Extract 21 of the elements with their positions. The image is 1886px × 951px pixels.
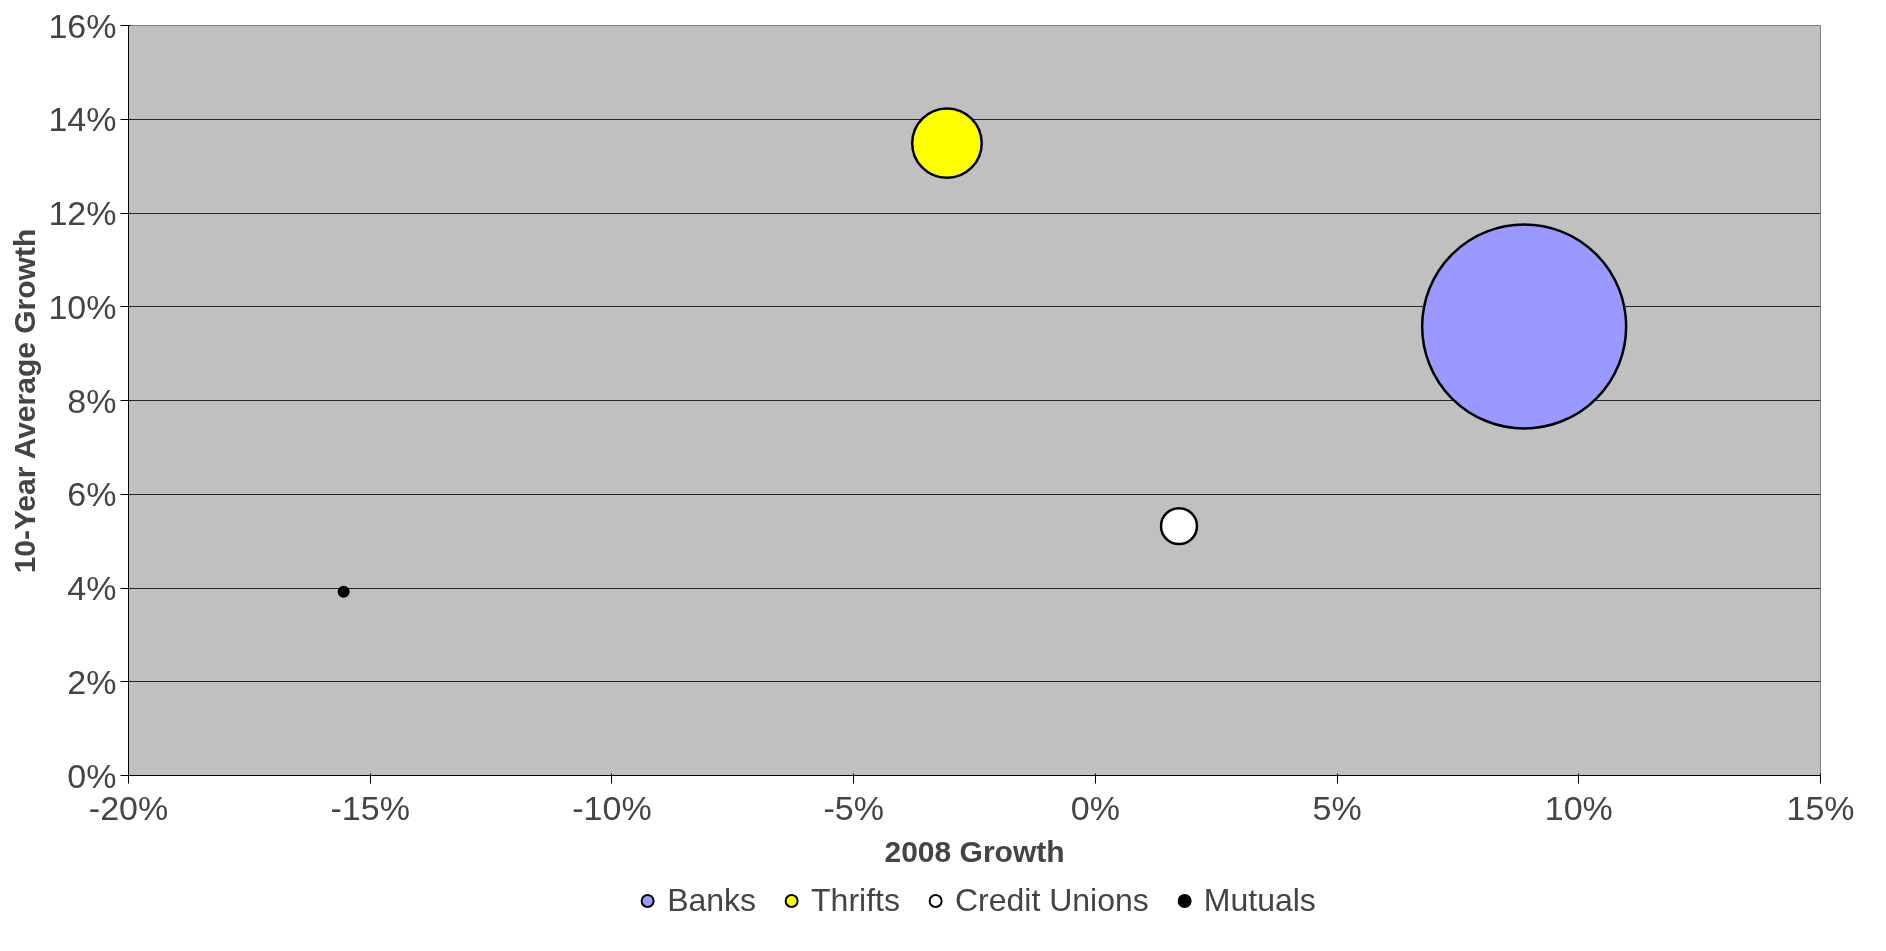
legend-label: Thrifts — [811, 881, 900, 919]
x-tick-label: 0% — [1070, 788, 1120, 827]
y-tick-label: 4% — [67, 569, 117, 607]
x-axis-title: 2008 Growth — [884, 834, 1065, 868]
y-tick-label: 14% — [48, 100, 117, 139]
x-tick-label: 15% — [1786, 788, 1855, 827]
y-tick-label: 12% — [48, 194, 117, 232]
legend-label: Mutuals — [1203, 881, 1316, 919]
x-tick-label: -15% — [330, 788, 410, 827]
legend-label: Credit Unions — [954, 881, 1149, 919]
y-axis-title: 10-Year Average Growth — [7, 228, 41, 574]
y-tick-label: 16% — [48, 6, 117, 45]
legend-label: Banks — [667, 881, 757, 919]
y-tick-label: 6% — [67, 475, 117, 514]
x-tick-label: 10% — [1544, 788, 1613, 827]
x-tick-label: 5% — [1312, 788, 1362, 827]
y-tick-label: 8% — [67, 381, 117, 420]
y-tick-label: 2% — [67, 662, 117, 701]
y-tick-label: 10% — [48, 287, 117, 326]
x-tick-label: -10% — [572, 788, 652, 827]
x-tick-label: -5% — [823, 788, 884, 827]
